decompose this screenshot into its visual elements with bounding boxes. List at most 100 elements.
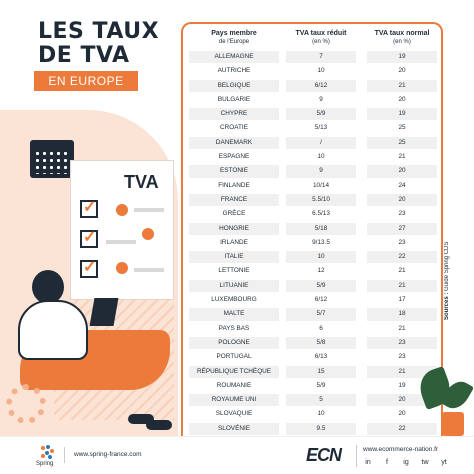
reduced-rate-cell: 5/9 [286,279,356,293]
table-row: SLOVAQUIE 10 20 [183,407,441,421]
reduced-rate-cell: 9/13.5 [286,236,356,250]
country-cell: PORTUGAL [189,351,279,364]
normal-rate-cell: 20 [367,93,437,107]
normal-rate-cell: 18 [367,308,437,321]
orange-dot-icon [116,204,128,216]
normal-rate-cell: 21 [367,279,437,293]
sources-note: Sources : Guide Spring CDS [444,210,458,320]
facebook-icon[interactable]: f [386,459,388,466]
table-header: Pays membre de l'Europe TVA taux réduit … [183,30,441,52]
reduced-rate-cell: 10 [286,408,356,421]
reduced-rate-cell: 9 [286,93,356,107]
normal-rate-cell: 21 [367,265,437,278]
placeholder-line [106,240,136,244]
reduced-rate-cell: 9 [286,165,356,178]
normal-rate-cell: 21 [367,151,437,164]
twitter-icon[interactable]: tw [421,459,429,466]
normal-rate-cell: 25 [367,122,437,135]
country-cell: PAYS BAS [189,322,279,335]
normal-rate-cell: 22 [367,422,437,436]
table-row: CROATIE 5/13 25 [183,121,441,135]
country-cell: ESTONIE [189,165,279,178]
table-row: ROUMANIE 5/9 19 [183,379,441,393]
header-reduced-label: TVA taux réduit [295,30,347,37]
instagram-icon[interactable]: ig [403,459,409,466]
reduced-rate-cell: 6/12 [286,79,356,92]
normal-rate-cell: 21 [367,322,437,335]
youtube-icon[interactable]: yt [441,459,447,466]
normal-rate-cell: 19 [367,108,437,121]
table-body: ALLEMAGNE 7 19 AUTRICHE 10 20 BELGIQUE 6/12 21 BU… [183,50,441,450]
normal-rate-cell: 20 [367,193,437,207]
spring-url-link[interactable]: www.spring-france.com [74,451,142,458]
reduced-rate-cell: 6/12 [286,294,356,307]
ecn-logo: ECN [306,445,342,465]
orange-dot-icon [142,228,154,240]
country-cell: LUXEMBOURG [189,294,279,307]
reduced-rate-cell: 10 [286,65,356,78]
normal-rate-cell: 22 [367,251,437,264]
sources-label: Sources : [444,292,450,320]
country-cell: LETTONIE [189,265,279,278]
table-row: LUXEMBOURG 6/12 17 [183,293,441,307]
country-cell: ITALIE [189,251,279,264]
country-cell: DANEMARK [189,136,279,150]
table-row: LETTONIE 12 21 [183,264,441,278]
reduced-rate-cell: 5/13 [286,122,356,135]
header-normal-sublabel: (en %) [393,39,411,45]
table-row: ROYAUME UNI 5 20 [183,393,441,407]
header-country-label: Pays membre [211,30,257,37]
person-body [18,300,88,360]
table-row: SLOVÉNIE 9.5 22 [183,422,441,436]
placeholder-line [134,208,164,212]
normal-rate-cell: 20 [367,165,437,178]
country-cell: MALTE [189,308,279,321]
table-row: PAYS BAS 6 21 [183,322,441,336]
person-head [32,270,64,304]
table-row: IRLANDE 9/13.5 23 [183,236,441,250]
country-cell: BULGARIE [189,93,279,107]
country-cell: AUTRICHE [189,65,279,78]
shoe-icon [146,420,172,430]
ecn-url-link[interactable]: www.ecommerce-nation.fr [363,446,439,453]
calendar-grid [34,150,70,174]
reduced-rate-cell: 5/18 [286,222,356,235]
reduced-rate-cell: 10 [286,151,356,164]
header-country: Pays membre de l'Europe [189,30,279,46]
checkbox-icon: ✓ [80,229,98,248]
table-row: POLOGNE 5/8 23 [183,336,441,350]
country-cell: ALLEMAGNE [189,51,279,64]
country-cell: FRANCE [189,193,279,207]
orange-dot-icon [116,262,128,274]
normal-rate-cell: 17 [367,294,437,307]
header-normal-rate: TVA taux normal (en %) [367,30,437,46]
table-row: ITALIE 10 22 [183,250,441,264]
reduced-rate-cell: 6/13 [286,351,356,364]
tva-card-label: TVA [124,172,159,192]
table-row: HONGRIE 5/18 27 [183,222,441,236]
normal-rate-cell: 23 [367,208,437,221]
laptop-icon [89,298,119,326]
table-row: RÉPUBLIQUE TCHÈQUE 15 21 [183,365,441,379]
page-subtitle: EN EUROPE [34,71,138,91]
reduced-rate-cell: 6 [286,322,356,335]
table-row: PORTUGAL 6/13 23 [183,350,441,364]
placeholder-line [134,268,164,272]
country-cell: ROYAUME UNI [189,394,279,407]
table-row: ESPAGNE 10 21 [183,150,441,164]
checkbox-icon: ✓ [80,259,98,278]
linkedin-icon[interactable]: in [365,459,371,466]
country-cell: LITUANIE [189,279,279,293]
reduced-rate-cell: 7 [286,51,356,64]
normal-rate-cell: 19 [367,51,437,64]
country-cell: SLOVÉNIE [189,422,279,436]
header-reduced-rate: TVA taux réduit (en %) [286,30,356,46]
normal-rate-cell: 23 [367,236,437,250]
left-panel: LES TAUX DE TVA EN EUROPE TVA ✓ ✓ ✓ [0,0,178,436]
table-row: FRANCE 5.5/10 20 [183,193,441,207]
country-cell: BELGIQUE [189,79,279,92]
country-cell: ROUMANIE [189,379,279,393]
table-row: BELGIQUE 6/12 21 [183,79,441,93]
reduced-rate-cell: 6.5/13 [286,208,356,221]
gear-icon [6,384,46,424]
